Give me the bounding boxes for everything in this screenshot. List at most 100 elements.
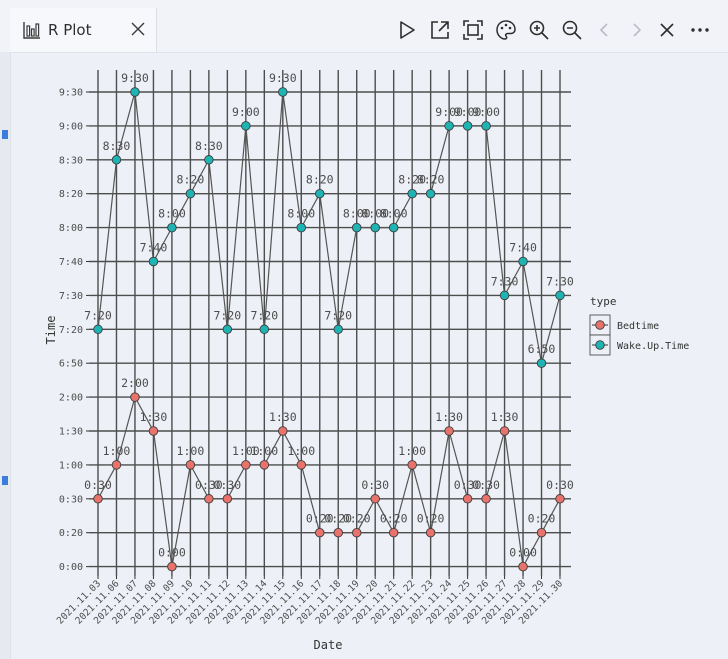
y-tick-label: 8:20 — [59, 189, 83, 200]
chevron-left-icon — [599, 23, 608, 37]
data-point — [555, 494, 565, 504]
data-label: 7:40 — [509, 241, 537, 255]
data-point — [407, 460, 417, 470]
data-point — [185, 188, 196, 199]
left-gutter — [0, 52, 11, 659]
data-label: 7:20 — [324, 308, 352, 322]
data-label: 7:30 — [491, 274, 519, 288]
data-point — [241, 121, 251, 131]
data-label: 0:20 — [306, 512, 334, 526]
data-label: 0:30 — [472, 478, 500, 492]
fit-screen-icon[interactable] — [461, 18, 485, 42]
data-point — [333, 324, 343, 335]
data-label: 0:30 — [546, 478, 574, 492]
y-tick-label: 8:30 — [59, 155, 83, 166]
data-point — [388, 222, 399, 233]
data-point — [111, 460, 122, 470]
y-tick-label: 1:30 — [59, 427, 83, 438]
data-point — [351, 222, 362, 233]
y-tick-label: 9:00 — [59, 121, 83, 132]
open-external-icon[interactable] — [428, 18, 452, 42]
data-label: 0:00 — [509, 546, 537, 560]
data-label: 1:00 — [287, 444, 315, 458]
data-point — [259, 324, 270, 335]
data-label: 8:30 — [103, 139, 131, 153]
data-point — [425, 188, 436, 199]
data-label: 9:00 — [472, 105, 500, 119]
legend-key-point — [595, 320, 605, 330]
y-tick-label: 1:00 — [59, 460, 83, 471]
data-point — [222, 324, 233, 335]
data-point — [425, 527, 436, 538]
data-label: 7:20 — [214, 308, 242, 322]
data-point — [315, 527, 325, 538]
y-axis-title: Time — [44, 316, 58, 345]
data-label: 9:00 — [232, 105, 260, 119]
data-label: 1:30 — [269, 410, 297, 424]
data-point — [388, 527, 399, 538]
data-label: 9:30 — [269, 71, 297, 85]
data-point — [185, 460, 196, 470]
data-point — [130, 392, 140, 402]
x-axis-title: Date — [314, 638, 343, 652]
data-point — [296, 460, 307, 470]
data-point — [241, 460, 251, 470]
bar-chart-icon — [23, 22, 40, 39]
zoom-out-icon[interactable] — [560, 18, 584, 42]
tab-r-plot[interactable]: R Plot — [10, 8, 157, 52]
gutter-marker — [2, 476, 8, 485]
y-tick-label: 0:20 — [59, 528, 83, 539]
data-label: 6:50 — [528, 342, 556, 356]
data-label: 1:30 — [435, 410, 463, 424]
data-label: 8:00 — [361, 207, 389, 221]
data-point — [407, 188, 417, 199]
data-label: 0:30 — [361, 478, 389, 492]
y-tick-label: 0:30 — [59, 494, 83, 505]
y-tick-label: 7:20 — [59, 325, 83, 336]
data-label: 1:00 — [250, 444, 278, 458]
play-icon[interactable] — [395, 18, 419, 42]
data-point — [130, 87, 140, 97]
data-point — [351, 527, 362, 538]
data-point — [167, 561, 177, 572]
data-label: 9:30 — [121, 71, 149, 85]
legend-key-point — [595, 340, 605, 350]
y-tick-label: 2:00 — [59, 393, 83, 404]
data-label: 8:20 — [177, 173, 205, 187]
data-label: 7:40 — [140, 241, 168, 255]
data-point — [222, 494, 233, 504]
data-point — [555, 290, 565, 301]
data-label: 1:00 — [103, 444, 131, 458]
data-point — [148, 426, 159, 436]
close-icon[interactable] — [127, 18, 149, 40]
data-label: 0:00 — [158, 546, 186, 560]
close-icon[interactable] — [655, 18, 679, 42]
palette-icon[interactable] — [494, 18, 518, 42]
data-label: 0:30 — [195, 478, 223, 492]
data-label: 8:30 — [195, 139, 223, 153]
data-label: 0:20 — [417, 512, 445, 526]
data-point — [518, 256, 528, 267]
more-icon[interactable] — [688, 18, 712, 42]
data-label: 1:30 — [140, 410, 168, 424]
y-tick-label: 0:00 — [59, 562, 83, 573]
data-label: 9:00 — [454, 105, 482, 119]
gutter-marker — [2, 130, 8, 139]
zoom-in-icon[interactable] — [527, 18, 551, 42]
y-tick-label: 7:30 — [59, 291, 83, 302]
data-point — [499, 290, 510, 301]
data-label: 8:00 — [158, 207, 186, 221]
data-label: 0:30 — [84, 478, 112, 492]
data-label: 8:00 — [287, 207, 315, 221]
data-point — [462, 494, 473, 504]
data-point — [93, 494, 103, 504]
data-label: 1:30 — [491, 410, 519, 424]
data-point — [499, 426, 510, 436]
data-point — [296, 222, 307, 233]
data-label: 8:00 — [343, 207, 371, 221]
data-point — [204, 494, 214, 504]
y-tick-label: 6:50 — [59, 359, 83, 370]
data-point — [536, 358, 547, 368]
data-label: 1:00 — [398, 444, 426, 458]
data-point — [111, 155, 122, 165]
